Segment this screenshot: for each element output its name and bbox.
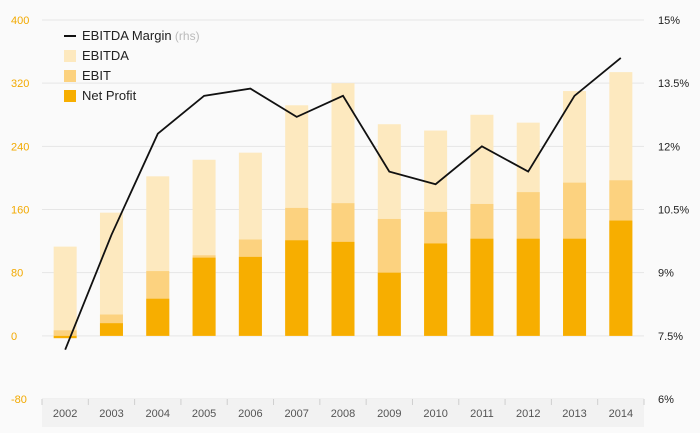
x-tick-label: 2009 xyxy=(377,408,401,420)
x-tick-label: 2004 xyxy=(146,408,170,420)
x-axis: 2002 2003 2004 2005 2006 2007 2008 2009 2010 2011… xyxy=(41,399,645,420)
right-axis: 15% 13.5% 12% 10.5% 9% 7.5% 6% xyxy=(658,15,689,406)
ebitda-margin-line xyxy=(64,57,622,351)
legend-swatch-ebit xyxy=(64,70,76,82)
x-tick-label: 2005 xyxy=(192,408,216,420)
x-tick-label: 2012 xyxy=(516,408,540,420)
right-tick-label: 15% xyxy=(658,15,680,27)
left-axis: 400 320 240 160 80 0 -80 xyxy=(11,15,29,406)
right-tick-label: 6% xyxy=(658,394,674,406)
net-profit-bar xyxy=(609,220,633,336)
left-tick-label: -80 xyxy=(11,394,27,406)
legend-label-ebitda: EBITDA xyxy=(82,48,129,63)
net-profit-bar xyxy=(377,272,401,336)
net-profit-bar xyxy=(470,238,494,336)
x-tick-label: 2003 xyxy=(99,408,123,420)
net-profit-bar xyxy=(192,257,216,336)
x-tick-label: 2006 xyxy=(238,408,262,420)
net-profit-bar xyxy=(516,238,540,336)
legend-label-ebit: EBIT xyxy=(82,68,111,83)
left-tick-label: 0 xyxy=(11,331,17,343)
right-tick-label: 9% xyxy=(658,268,674,280)
legend-rhs-note: (rhs) xyxy=(172,29,200,43)
right-tick-label: 13.5% xyxy=(658,78,689,90)
left-tick-label: 240 xyxy=(11,141,29,153)
left-tick-label: 80 xyxy=(11,268,23,280)
x-tick-label: 2014 xyxy=(609,408,633,420)
net-profit-bar xyxy=(53,335,77,339)
legend: EBITDA Margin (rhs) EBITDA EBIT Net Profit xyxy=(64,28,200,103)
right-tick-label: 10.5% xyxy=(658,205,689,217)
net-profit-bar xyxy=(146,298,170,336)
legend-label-net-profit: Net Profit xyxy=(82,88,137,103)
net-profit-bar xyxy=(285,240,309,336)
ebitda-bar xyxy=(99,212,123,336)
net-profit-bar xyxy=(563,238,587,336)
ebitda-bar xyxy=(53,246,77,336)
x-tick-label: 2013 xyxy=(562,408,586,420)
left-tick-label: 400 xyxy=(11,15,29,27)
net-profit-bar xyxy=(424,243,448,336)
x-tick-label: 2011 xyxy=(470,408,494,420)
net-profit-bar xyxy=(331,241,355,336)
margin-line-group xyxy=(64,57,622,351)
x-tick-label: 2010 xyxy=(423,408,447,420)
ebit-bar xyxy=(53,330,77,336)
x-tick-label: 2007 xyxy=(284,408,308,420)
x-axis-band xyxy=(42,399,644,427)
net-profit-bar xyxy=(238,256,262,336)
net-profit-bar xyxy=(99,323,123,336)
left-tick-label: 160 xyxy=(11,205,29,217)
bars xyxy=(53,72,633,339)
right-tick-label: 12% xyxy=(658,141,680,153)
legend-swatch-ebitda xyxy=(64,50,76,62)
right-tick-label: 7.5% xyxy=(658,331,683,343)
x-tick-label: 2008 xyxy=(331,408,355,420)
legend-label-ebitda-margin: EBITDA Margin (rhs) xyxy=(82,28,200,43)
legend-swatch-net-profit xyxy=(64,90,76,102)
left-tick-label: 320 xyxy=(11,78,29,90)
x-tick-label: 2002 xyxy=(53,408,77,420)
